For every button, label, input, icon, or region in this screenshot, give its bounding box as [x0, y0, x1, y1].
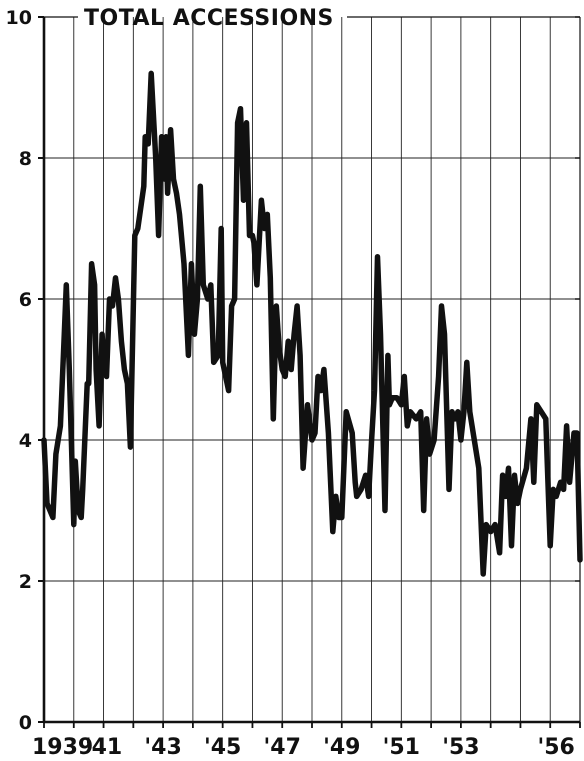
y-tick-label: 0	[19, 712, 32, 734]
x-tick-label: '56	[537, 735, 574, 760]
y-tick-label: 4	[19, 430, 32, 452]
x-tick-label: '49	[323, 735, 360, 760]
y-tick-label: 2	[19, 571, 32, 593]
x-tick-label: '45	[204, 735, 241, 760]
chart-title: TOTAL ACCESSIONS	[84, 6, 334, 31]
x-tick-label: '47	[264, 735, 301, 760]
x-tick-label: '41	[85, 735, 122, 760]
x-tick-label: '53	[442, 735, 479, 760]
y-tick-label: 8	[19, 148, 32, 170]
x-tick-label: 1939	[32, 735, 93, 760]
x-tick-label: '51	[383, 735, 420, 760]
y-tick-label: 6	[19, 289, 32, 311]
y-tick-label: 10	[6, 7, 32, 29]
series-line-total-accessions	[41, 70, 583, 577]
x-tick-label: '43	[144, 735, 181, 760]
